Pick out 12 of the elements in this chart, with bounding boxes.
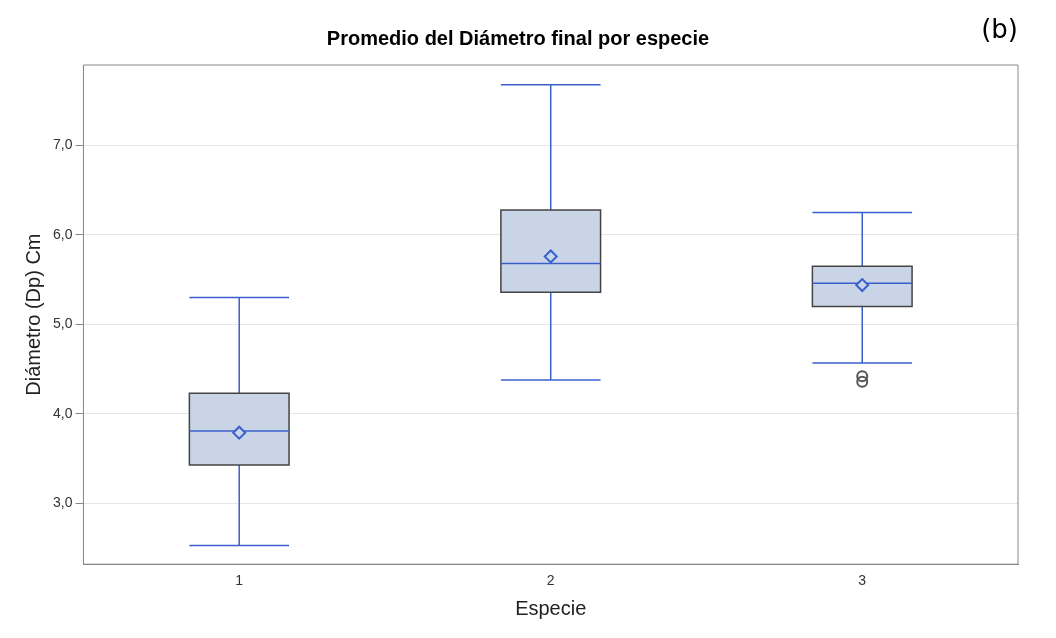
y-tick-label: 6,0 xyxy=(52,225,73,242)
x-tick-label: 1 xyxy=(235,572,244,589)
x-axis-title: Especie xyxy=(515,596,587,619)
y-tick-label: 4,0 xyxy=(52,404,73,421)
y-tick-label: 5,0 xyxy=(52,315,73,332)
text: (b) xyxy=(981,13,1018,44)
y-tick-label: 3,0 xyxy=(52,494,73,511)
chart-title: Promedio del Diámetro final por especie xyxy=(326,26,710,49)
y-tick-label: 7,0 xyxy=(52,136,73,153)
x-tick-label: 3 xyxy=(858,572,867,589)
x-tick-label: 2 xyxy=(546,572,555,589)
y-axis-title: Diámetro (Dp) Cm xyxy=(21,233,44,396)
